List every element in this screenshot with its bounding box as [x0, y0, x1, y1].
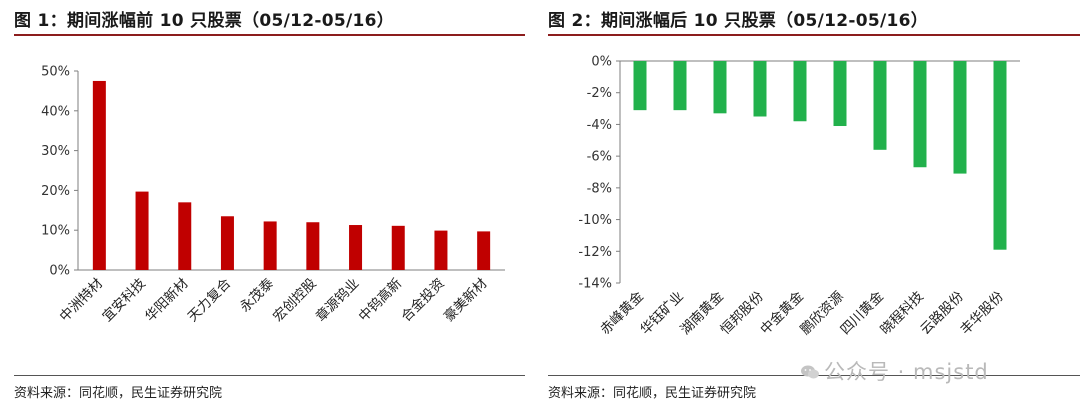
y-tick-label: 10% [41, 224, 70, 239]
bar [913, 61, 927, 168]
bar [178, 202, 192, 270]
bar [92, 80, 106, 270]
left-title-rule [14, 34, 525, 36]
category-label: 中洲特材 [57, 276, 106, 325]
category-label: 华钰矿业 [637, 289, 686, 338]
category-label: 赤峰黄金 [597, 288, 647, 338]
left-figure-panel: 图 1：期间涨幅前 10 只股票（05/12-05/16） 0% 10% 20% 30… [0, 0, 525, 413]
category-label: 天力复合 [184, 274, 235, 325]
category-label: 四川黄金 [837, 288, 887, 338]
bar [391, 225, 405, 270]
bar [673, 61, 687, 111]
bar [477, 231, 491, 270]
y-tick-label: -14% [578, 277, 612, 292]
bar [953, 61, 967, 174]
y-tick-label: 50% [41, 65, 70, 80]
category-label: 华阳新材 [142, 276, 191, 325]
bar [633, 61, 647, 111]
bar [349, 225, 363, 270]
bar [753, 61, 767, 117]
category-label: 合金投资 [398, 276, 447, 325]
bar [993, 61, 1007, 250]
category-label: 中金黄金 [757, 288, 807, 338]
category-label: 恒邦股份 [717, 288, 767, 338]
y-tick-label: -8% [587, 181, 612, 196]
y-tick-label: 0% [591, 55, 612, 70]
y-tick-label: -2% [587, 86, 612, 101]
left-figure-title: 图 1：期间涨幅前 10 只股票（05/12-05/16） [14, 11, 395, 31]
bar [713, 61, 727, 114]
right-figure-title: 图 2：期间涨幅后 10 只股票（05/12-05/16） [548, 11, 929, 31]
bar [135, 191, 149, 270]
y-tick-label: -10% [578, 213, 612, 228]
right-title-rule [548, 34, 1080, 36]
y-tick-label: 40% [41, 104, 70, 119]
category-label: 宏创控股 [270, 275, 320, 325]
category-label: 云路股份 [917, 288, 967, 338]
category-label: 鹏欣资源 [797, 288, 847, 338]
left-source-note: 资料来源：同花顺，民生证券研究院 [14, 386, 223, 401]
watermark: 公众号 · msjstd [800, 356, 989, 386]
bar [793, 61, 807, 122]
category-label: 永茂泰 [236, 274, 277, 315]
y-tick-label: 20% [41, 184, 70, 199]
right-figure-panel: 图 2：期间涨幅后 10 只股票（05/12-05/16） 0% -2% -4% -6… [540, 0, 1080, 413]
y-tick-label: 0% [49, 264, 70, 279]
bar [833, 61, 847, 127]
bar [306, 222, 320, 270]
left-source-rule [14, 375, 525, 376]
category-label: 章源钨业 [312, 275, 362, 325]
y-tick-label: -12% [578, 245, 612, 260]
y-tick-label: 30% [41, 144, 70, 159]
category-label: 湖南黄金 [677, 288, 727, 338]
wechat-icon [801, 365, 819, 379]
category-label: 宜安科技 [99, 275, 149, 325]
right-source-note: 资料来源：同花顺，民生证券研究院 [548, 386, 757, 401]
bar [873, 61, 887, 150]
top-losers-bar-chart: 0% -2% -4% -6% -8% -10% -12% -14%赤峰黄金华钰矿业湖南黄金恒邦… [578, 55, 1020, 338]
y-tick-label: -6% [587, 150, 612, 165]
watermark-text: 公众号 · msjstd [824, 360, 989, 384]
y-tick-label: -4% [587, 118, 612, 133]
category-label: 中钨高新 [355, 275, 405, 325]
category-label: 豪美新材 [441, 276, 490, 325]
category-label: 晓程科技 [877, 288, 927, 338]
bar [220, 216, 234, 270]
bar [434, 230, 448, 270]
category-label: 丰华股份 [957, 288, 1007, 338]
bar [263, 221, 277, 270]
